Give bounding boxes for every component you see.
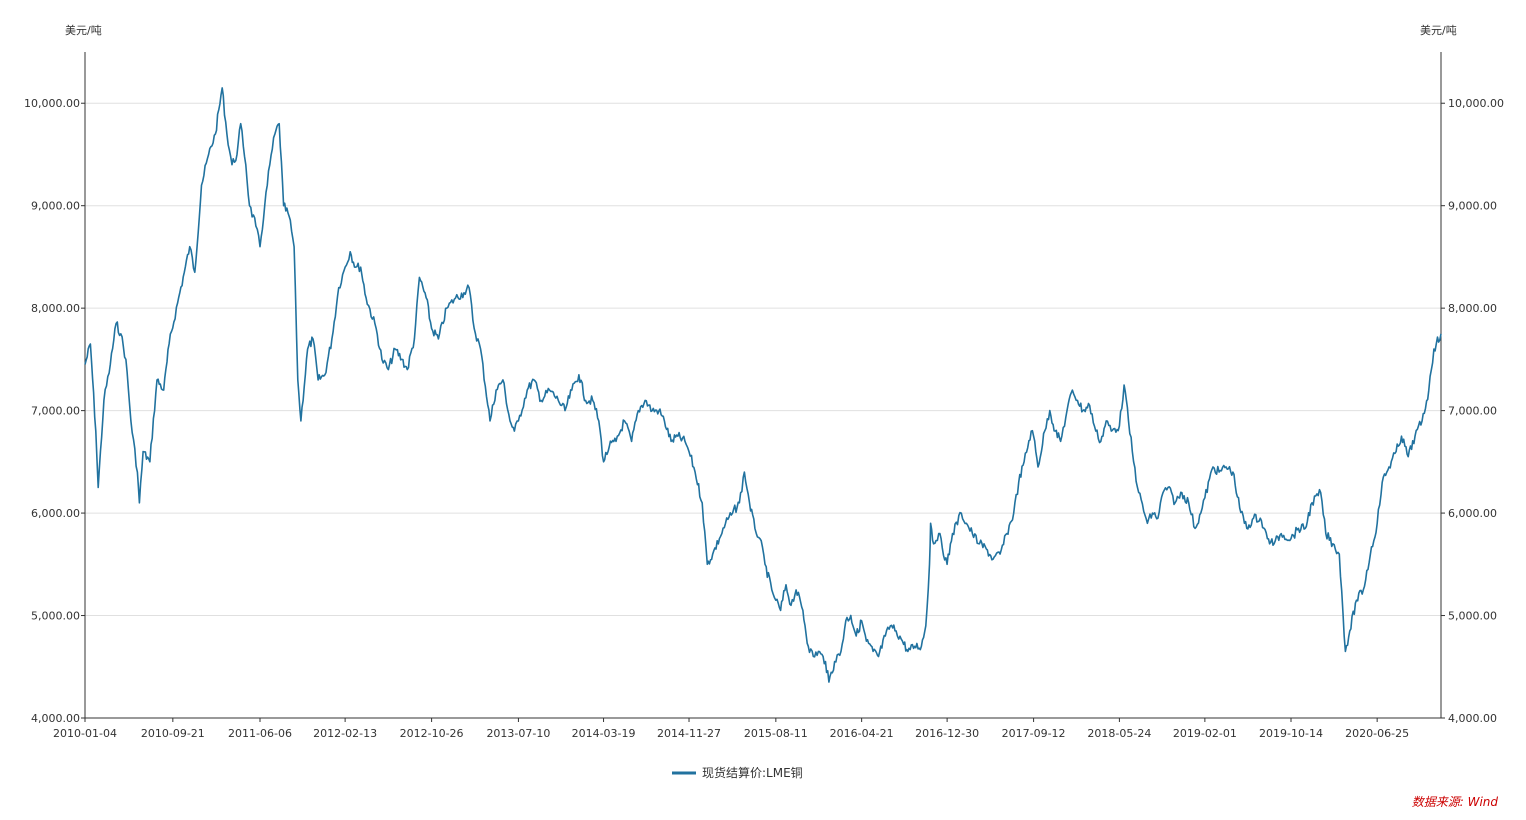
x-tick-label: 2020-06-25 — [1345, 727, 1409, 740]
x-tick-label: 2014-03-19 — [572, 727, 636, 740]
legend[interactable]: 现货结算价:LME铜 — [672, 765, 803, 780]
y-tick-label-right: 8,000.00 — [1448, 302, 1497, 315]
y-tick-label-right: 10,000.00 — [1448, 97, 1504, 110]
y-tick-label-right: 9,000.00 — [1448, 200, 1497, 213]
x-tick-label: 2010-01-04 — [53, 727, 117, 740]
x-tick-label: 2017-09-12 — [1002, 727, 1066, 740]
y-tick-label-left: 7,000.00 — [31, 405, 80, 418]
y-tick-label-left: 6,000.00 — [31, 507, 80, 520]
y-tick-label-left: 8,000.00 — [31, 302, 80, 315]
y-tick-label-right: 5,000.00 — [1448, 610, 1497, 623]
y-tick-label-left: 9,000.00 — [31, 200, 80, 213]
grid-lines — [81, 102, 1445, 719]
left-unit-label: 美元/吨 — [65, 24, 102, 37]
right-unit-label: 美元/吨 — [1420, 24, 1457, 37]
y-tick-label-left: 5,000.00 — [31, 610, 80, 623]
x-tick-label: 2019-02-01 — [1173, 727, 1237, 740]
y-tick-label-right: 6,000.00 — [1448, 507, 1497, 520]
x-tick-label: 2012-02-13 — [313, 727, 377, 740]
x-tick-label: 2014-11-27 — [657, 727, 721, 740]
x-tick-label: 2016-12-30 — [915, 727, 979, 740]
source-note: 数据来源: Wind — [1412, 795, 1499, 809]
x-tick-label: 2013-07-10 — [486, 727, 550, 740]
legend-label: 现货结算价:LME铜 — [702, 765, 803, 780]
x-tick-label: 2011-06-06 — [228, 727, 292, 740]
x-tick-label: 2010-09-21 — [141, 727, 205, 740]
x-tick-label: 2016-04-21 — [830, 727, 894, 740]
y-tick-label-right: 4,000.00 — [1448, 712, 1497, 725]
left-y-tick-labels: 4,000.00 5,000.00 6,000.00 7,000.00 8,000.00… — [24, 97, 80, 725]
y-tick-label-left: 10,000.00 — [24, 97, 80, 110]
series-line-lme-copper — [84, 87, 1442, 683]
x-tick-label: 2012-10-26 — [400, 727, 464, 740]
right-y-tick-labels: 4,000.00 5,000.00 6,000.00 7,000.00 8,000.00… — [1448, 97, 1504, 725]
y-tick-label-right: 7,000.00 — [1448, 405, 1497, 418]
x-tick-label: 2018-05-24 — [1087, 727, 1151, 740]
x-tick-labels: 2010-01-04 2010-09-21 2011-06-06 2012-02-13… — [53, 718, 1409, 740]
y-tick-label-left: 4,000.00 — [31, 712, 80, 725]
x-tick-label: 2019-10-14 — [1259, 727, 1323, 740]
x-tick-label: 2015-08-11 — [744, 727, 808, 740]
axes — [84, 52, 1442, 719]
